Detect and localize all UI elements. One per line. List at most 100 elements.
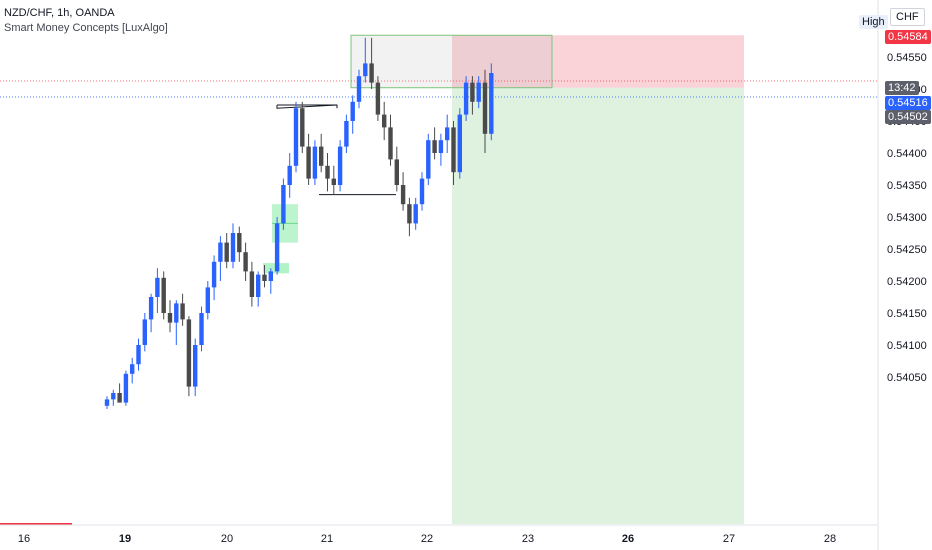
price-tick-label: 0.54150 [887, 308, 927, 320]
candle-body [211, 261, 217, 288]
candle [331, 165, 336, 195]
candle [117, 383, 122, 403]
candle-body [470, 82, 475, 102]
target-zone [452, 87, 744, 524]
time-tick-label: 27 [723, 533, 735, 545]
candle-body [426, 140, 431, 179]
candle-body [331, 178, 336, 185]
price-tick-label: 0.54350 [887, 180, 927, 192]
candle-body [123, 373, 129, 403]
candle [180, 293, 185, 326]
candle [451, 121, 456, 185]
candle-body [193, 345, 198, 387]
candle-body [312, 146, 318, 179]
candle [363, 37, 368, 83]
candle [104, 396, 110, 409]
price-tick-label: 0.54100 [887, 340, 927, 352]
premium-box [350, 34, 553, 89]
candle [281, 178, 286, 230]
candle-body [419, 178, 425, 205]
candle [407, 197, 412, 237]
candle-body [199, 313, 204, 345]
candle [136, 338, 141, 371]
candle [148, 293, 154, 333]
candle [205, 281, 210, 320]
time-tick-label: 20 [221, 533, 233, 545]
symbol-title: NZD/CHF, 1h, OANDA [4, 7, 115, 19]
last-price-badge: 0.54516 [885, 96, 931, 110]
candle [224, 233, 229, 269]
candle-body [174, 303, 179, 323]
candle [463, 76, 469, 121]
candle-body [111, 393, 116, 400]
candle [256, 271, 261, 307]
candle [123, 370, 129, 406]
candle [218, 236, 223, 281]
candle-body [136, 345, 141, 365]
candle [388, 114, 393, 166]
candle-body [130, 364, 135, 374]
currency-button[interactable]: CHF [890, 8, 925, 26]
candle [413, 197, 418, 230]
candle-body [155, 277, 160, 297]
candle-body [148, 297, 154, 320]
candle [293, 101, 299, 173]
candle-body [186, 319, 192, 387]
candle-body [256, 274, 261, 297]
candle-body [363, 63, 368, 77]
price-tick-label: 0.54400 [887, 148, 927, 160]
countdown-badge: 13:42 [885, 81, 919, 95]
candle [382, 101, 387, 141]
candle [400, 172, 406, 211]
time-tick-label: 22 [421, 533, 433, 545]
candle [274, 217, 280, 275]
candle-body [445, 127, 450, 141]
time-tick-label: 23 [522, 533, 534, 545]
candle-body [230, 233, 236, 262]
candle-body [300, 108, 305, 147]
time-axis: 16 19 20 21 22 23 26 27 28 [0, 524, 878, 545]
candle [186, 316, 192, 397]
candle-body [375, 82, 381, 115]
candle-body [482, 82, 488, 134]
candle-body [142, 319, 147, 345]
candle [262, 265, 267, 288]
candle [211, 255, 217, 301]
candle-body [451, 127, 456, 173]
candle [489, 63, 494, 141]
entry-price-badge: 0.54502 [885, 110, 931, 124]
candle [167, 300, 173, 333]
high-toggle-button[interactable]: High [859, 15, 888, 29]
candle-body [205, 287, 210, 313]
candles [104, 37, 494, 409]
time-tick-label: 16 [18, 533, 30, 545]
candle-body [287, 165, 292, 185]
candle [142, 313, 147, 352]
candle-body [180, 303, 185, 320]
candle [237, 226, 242, 262]
price-tick-label: 0.54050 [887, 372, 927, 384]
price-axis: 0.545500.545000.544500.544000.543500.543… [877, 0, 927, 550]
high-price-badge: 0.54584 [885, 30, 931, 44]
indicator-name: Smart Money Concepts [LuxAlgo] [4, 22, 168, 34]
candle [287, 153, 292, 198]
candle-body [117, 393, 122, 403]
time-tick-label: 19 [119, 533, 131, 545]
price-tick-label: 0.54250 [887, 244, 927, 256]
candle [243, 242, 248, 281]
candle [130, 357, 135, 384]
candle [268, 268, 273, 294]
candle-body [350, 101, 355, 121]
candle [337, 140, 343, 192]
candle-body [476, 82, 481, 102]
candle-body [344, 121, 349, 147]
candle [155, 268, 160, 313]
candle [350, 95, 355, 134]
price-tick-label: 0.54200 [887, 276, 927, 288]
candle [249, 261, 255, 307]
price-tick-label: 0.54550 [887, 52, 927, 64]
candle [193, 338, 198, 397]
candle-body [224, 242, 229, 262]
candle-body [268, 271, 273, 281]
